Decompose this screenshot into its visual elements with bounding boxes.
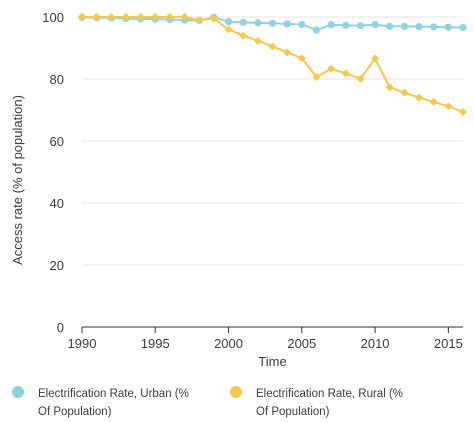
data-point[interactable] [268,19,277,27]
series-line [82,16,464,113]
legend-swatch [12,386,24,398]
data-point[interactable] [386,22,394,30]
data-point[interactable] [356,74,365,83]
x-tick-label: 2010 [361,336,390,351]
data-point[interactable] [459,23,467,32]
data-point[interactable] [371,54,380,63]
data-point[interactable] [341,69,350,78]
data-point[interactable] [444,102,453,111]
data-point[interactable] [239,18,247,26]
data-point[interactable] [297,54,306,63]
data-point[interactable] [78,13,86,21]
data-point[interactable] [444,23,452,31]
data-point[interactable] [253,36,262,45]
data-point[interactable] [239,31,248,40]
data-point[interactable] [459,107,467,116]
data-point[interactable] [283,48,292,57]
data-point[interactable] [327,64,336,73]
data-point[interactable] [415,93,424,102]
data-point[interactable] [385,83,394,92]
data-point[interactable] [195,16,204,25]
data-point[interactable] [209,14,218,23]
x-tick-label: 2000 [214,336,243,351]
legend-item-rural[interactable]: Electrification Rate, Rural (% Of Populat… [230,386,403,418]
data-point[interactable] [165,13,174,21]
y-tick-label: 40 [50,196,64,211]
y-tick-label: 60 [50,134,64,149]
data-point[interactable] [283,20,291,28]
legend-label: Of Population) [256,406,330,418]
data-point[interactable] [121,13,130,21]
data-point[interactable] [151,13,160,21]
legend-label: Electrification Rate, Rural (% [256,388,403,400]
y-tick-label: 0 [57,320,64,335]
legend-item-urban[interactable]: Electrification Rate, Urban (% Of Populat… [12,386,189,418]
y-tick-label: 80 [50,72,64,87]
x-tick-label: 2005 [287,336,316,351]
x-tick-label: 2015 [434,336,463,351]
series-rural [78,13,467,116]
y-tick-label: 20 [50,258,64,273]
y-axis-title: Access rate (% of population) [10,95,25,265]
data-point[interactable] [371,21,379,29]
data-point[interactable] [136,13,145,21]
legend-label: Electrification Rate, Urban (% [38,388,189,400]
data-point[interactable] [224,18,233,26]
series-layer [78,13,467,116]
x-tick-label: 1995 [141,336,170,351]
x-axis-title: Time [258,354,286,369]
gridlines [82,16,463,266]
axes: 0 20 40 60 80 100 1990 1995 2000 2005 2010 2015 [42,10,463,351]
data-point[interactable] [400,88,409,97]
data-point[interactable] [254,19,262,27]
data-point[interactable] [312,26,321,34]
x-tick-label: 1990 [68,336,97,351]
data-point[interactable] [327,21,335,29]
data-point[interactable] [342,21,350,29]
data-point[interactable] [298,20,306,29]
legend: Electrification Rate, Urban (% Of Populat… [12,386,403,418]
data-point[interactable] [268,42,277,51]
y-tick-label: 100 [42,10,64,25]
data-point[interactable] [107,13,116,21]
data-point[interactable] [180,13,189,21]
data-point[interactable] [356,22,365,30]
data-point[interactable] [92,13,101,21]
legend-swatch [230,386,242,398]
data-point[interactable] [430,23,438,31]
data-point[interactable] [415,23,423,31]
legend-label: Of Population) [38,406,112,418]
data-point[interactable] [224,25,233,34]
data-point[interactable] [312,73,321,82]
data-point[interactable] [429,97,438,106]
data-point[interactable] [400,22,408,30]
